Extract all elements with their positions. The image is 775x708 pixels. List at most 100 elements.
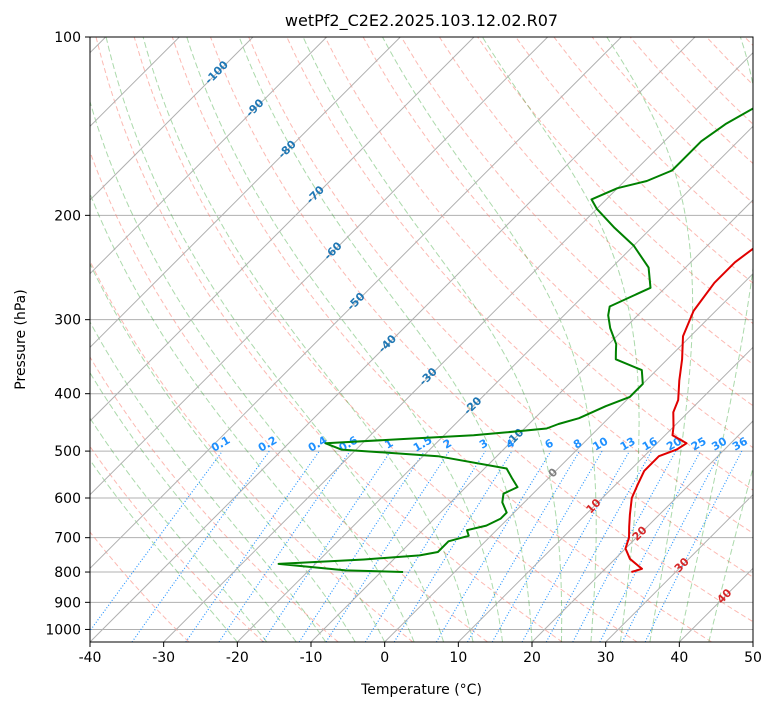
dry-adiabat-line [90,356,339,642]
mixing-ratio-label: 2 [441,437,454,452]
mixing-ratio-line [218,450,351,642]
moist-adiabat-line [382,37,597,642]
x-tick-label: 50 [744,650,762,666]
isotherm-label: -50 [344,290,367,313]
y-axis-label: Pressure (hPa) [13,289,29,389]
temperature-profile-line [624,247,753,573]
x-tick-label: -20 [226,650,249,666]
isotherm-label: -100 [202,58,231,87]
dry-adiabat-line [400,37,753,407]
dry-adiabat-line [248,37,753,578]
dry-adiabat-line [706,37,753,86]
y-tick-label: 100 [54,30,81,46]
x-axis-label: Temperature (°C) [360,682,482,698]
x-tick-label: -10 [300,650,323,666]
x-tick-label: 0 [380,650,389,666]
mixing-ratio-line [262,450,392,642]
plot-area: -100-90-80-70-60-50-40-30-20-10010203040… [90,37,753,642]
dewpoint-profile-line [277,107,753,573]
y-tick-label: 800 [54,565,81,581]
isotherm-line [752,641,753,642]
isotherm-line [90,37,401,349]
mixing-ratio-line [90,450,223,632]
x-tick-label: 40 [670,650,688,666]
x-tick-label: 20 [523,650,541,666]
moist-adiabat-line [481,37,640,642]
dry-adiabat-line [744,37,753,47]
y-tick-label: 200 [54,208,81,224]
mixing-ratio-line [599,450,701,642]
dry-adiabat-line [90,531,190,642]
isotherm-line [90,37,622,570]
isotherm-line [163,51,753,642]
isotherm-label: -40 [376,332,399,355]
moist-adiabat-line [606,37,694,642]
dry-adiabat-line [133,37,638,642]
mixing-ratio-line [644,450,743,642]
mixing-ratio-line [131,450,270,642]
x-tick-label: 10 [449,650,467,666]
moist-adiabat-line [90,262,356,642]
moist-adiabat-line [105,37,445,642]
mixing-ratio-lines [90,450,743,642]
x-axis-ticks: -40 -30 -20 -10 0 10 20 30 40 50 [79,642,762,666]
isotherm-line [236,125,753,642]
isotherm-line [90,37,696,642]
moist-adiabat-line [238,37,533,642]
moist-adiabat-line [90,371,297,642]
moist-adiabat-line [90,417,268,642]
chart-title: wetPf2_C2E2.2025.103.12.02.R07 [285,11,558,31]
mixing-ratio-label: 3 [477,437,490,452]
moist-adiabat-line [678,37,753,642]
mixing-ratio-line [325,450,450,642]
dry-adiabat-line [210,37,753,623]
mixing-ratio-line [621,450,722,642]
dry-adiabat-line [515,37,753,284]
isotherm-line [90,37,475,422]
dry-adiabats [90,37,753,642]
dry-adiabat-line [95,37,563,642]
y-tick-label: 700 [54,531,81,547]
moist-adiabat-line [90,192,386,642]
profile-series [277,107,753,573]
isotherm-line [605,493,753,642]
mixing-ratio-line [298,450,425,642]
pressure-grid [90,37,753,630]
isotherm-line [384,272,753,642]
moist-adiabat-line [186,37,503,642]
isotherm-line [457,346,753,642]
isotherm-line [531,420,753,642]
mixing-ratio-line [521,450,630,642]
isotherm-line [90,37,254,201]
moist-adiabat-line [90,99,415,642]
y-tick-label: 500 [54,444,81,460]
moist-adiabat-line [142,37,474,642]
mixing-ratio-line [435,450,552,642]
x-tick-label: 30 [597,650,615,666]
moist-adiabat-line [302,37,563,642]
y-tick-label: 600 [54,491,81,507]
isotherm-line [90,37,328,275]
dry-adiabat-line [90,259,414,642]
y-tick-label: 400 [54,387,81,403]
moist-adiabat-line [90,459,238,642]
isotherm-label: -90 [243,96,266,119]
dry-adiabat-line [171,37,712,642]
mixing-ratio-line [545,450,653,642]
isotherm-label: -70 [304,183,327,206]
dry-adiabat-line [90,445,264,642]
y-axis-ticks: 100 200 300 400 500 600 700 800 900 1000 [45,30,90,638]
y-tick-label: 300 [54,313,81,329]
dry-adiabat-line [90,150,488,642]
x-tick-label: -30 [152,650,175,666]
dry-adiabat-line [362,37,753,449]
x-tick-label: -40 [79,650,102,666]
dry-adiabat-line [324,37,753,491]
mixing-ratio-label: 6 [543,436,556,451]
mixing-ratio-line [364,450,486,642]
isotherm-line [678,567,753,642]
y-tick-label: 900 [54,595,81,611]
mixing-ratio-line [467,450,580,642]
isotherm-line [90,37,549,496]
